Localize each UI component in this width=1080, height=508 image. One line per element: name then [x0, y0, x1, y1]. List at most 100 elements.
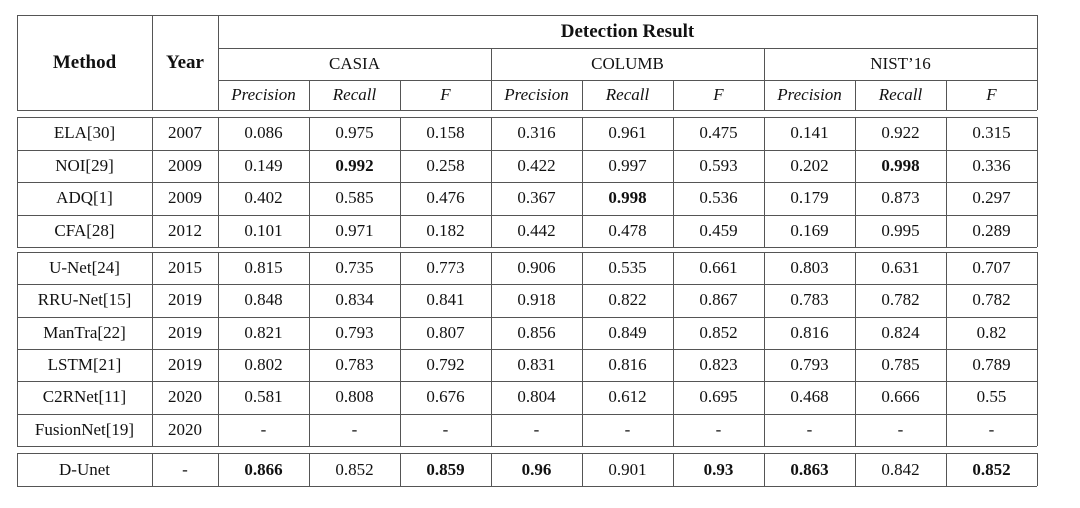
value-cell: 0.82: [976, 322, 1007, 342]
value-cell: 0.258: [426, 155, 465, 175]
value-cell: 0.676: [426, 387, 465, 407]
header-vertical-rule: [309, 80, 310, 110]
method-cell: NOI[29]: [55, 155, 114, 175]
value-cell: 0.96: [521, 459, 552, 479]
metric-header: F: [440, 85, 451, 104]
column-rule: [400, 453, 401, 486]
row-rule: [17, 316, 1037, 318]
value-cell: 0.535: [608, 258, 647, 278]
method-cell: CFA[28]: [54, 220, 115, 240]
value-cell: 0.141: [790, 123, 829, 143]
value-cell: 0.783: [790, 290, 829, 310]
value-cell: 0.536: [699, 188, 738, 208]
header-vertical-rule: [673, 80, 674, 110]
value-cell: 0.793: [335, 322, 374, 342]
year-cell: 2009: [168, 188, 202, 208]
header-vertical-rule: [17, 15, 18, 110]
value-cell: 0.695: [699, 387, 738, 407]
header-vertical-rule: [946, 80, 947, 110]
column-rule: [946, 453, 947, 486]
value-cell: 0.866: [244, 459, 283, 479]
metric-header: Recall: [332, 85, 377, 104]
column-rule: [17, 453, 18, 486]
year-cell: 2015: [168, 258, 202, 278]
value-cell: 0.906: [517, 258, 556, 278]
method-cell: ELA[30]: [53, 123, 116, 143]
value-cell: 0.459: [699, 220, 738, 240]
value-cell: 0.867: [699, 290, 738, 310]
value-cell: 0.475: [699, 123, 738, 143]
value-cell: 0.93: [703, 459, 734, 479]
value-cell: 0.476: [426, 188, 465, 208]
value-cell: -: [624, 419, 631, 439]
value-cell: 0.816: [790, 322, 829, 342]
value-cell: 0.297: [972, 188, 1011, 208]
header-vertical-rule: [855, 80, 856, 110]
method-cell: RRU-Net[15]: [37, 290, 132, 310]
value-cell: -: [351, 419, 358, 439]
header-rule: [218, 48, 1037, 49]
row-rule: [17, 413, 1037, 415]
metric-header: F: [713, 85, 724, 104]
value-cell: 0.631: [881, 258, 920, 278]
year-column-header: Year: [166, 51, 204, 73]
header-vertical-rule: [400, 80, 401, 110]
value-cell: -: [897, 419, 904, 439]
value-cell: 0.182: [426, 220, 465, 240]
year-cell: 2012: [168, 220, 202, 240]
value-cell: 0.782: [881, 290, 920, 310]
value-cell: 0.971: [335, 220, 374, 240]
year-cell: 2020: [168, 419, 202, 439]
method-cell: LSTM[21]: [47, 355, 122, 375]
year-cell: -: [182, 459, 188, 479]
column-rule: [152, 453, 153, 486]
value-cell: 0.792: [426, 355, 465, 375]
value-cell: 0.086: [244, 123, 283, 143]
metric-header: Precision: [231, 85, 296, 104]
value-cell: 0.55: [976, 387, 1007, 407]
group-top-border: [17, 453, 1037, 454]
value-cell: 0.841: [426, 290, 465, 310]
value-cell: 0.169: [790, 220, 829, 240]
value-cell: 0.997: [608, 155, 647, 175]
method-cell: U-Net[24]: [49, 258, 120, 278]
metric-header: Recall: [878, 85, 923, 104]
header-vertical-rule: [764, 48, 765, 110]
value-cell: 0.158: [426, 123, 465, 143]
value-cell: 0.336: [972, 155, 1011, 175]
year-cell: 2019: [168, 355, 202, 375]
metric-header: Precision: [777, 85, 842, 104]
method-cell: D-Unet: [59, 459, 110, 479]
value-cell: 0.859: [426, 459, 465, 479]
value-cell: -: [442, 419, 449, 439]
value-cell: 0.852: [972, 459, 1011, 479]
value-cell: 0.581: [244, 387, 283, 407]
value-cell: 0.821: [244, 322, 283, 342]
value-cell: 0.612: [608, 387, 647, 407]
year-cell: 2019: [168, 290, 202, 310]
column-rule: [582, 453, 583, 486]
value-cell: 0.901: [608, 459, 647, 479]
year-cell: 2020: [168, 387, 202, 407]
column-rule: [1037, 453, 1038, 486]
value-cell: 0.873: [881, 188, 920, 208]
value-cell: 0.975: [335, 123, 374, 143]
dataset-header: CASIA: [328, 54, 380, 73]
dataset-header: NIST’16: [870, 54, 931, 73]
row-rule: [17, 381, 1037, 383]
value-cell: -: [533, 419, 540, 439]
value-cell: 0.468: [790, 387, 829, 407]
column-rule: [1037, 117, 1038, 247]
value-cell: 0.992: [335, 155, 374, 175]
value-cell: 0.367: [517, 188, 556, 208]
value-cell: 0.585: [335, 188, 374, 208]
value-cell: 0.773: [426, 258, 465, 278]
value-cell: 0.918: [517, 290, 556, 310]
column-rule: [309, 453, 310, 486]
value-cell: 0.823: [699, 355, 738, 375]
value-cell: 0.842: [881, 459, 920, 479]
value-cell: -: [715, 419, 722, 439]
group-bottom-border: [17, 486, 1037, 487]
dataset-header: COLUMB: [591, 54, 664, 73]
value-cell: 0.789: [972, 355, 1011, 375]
